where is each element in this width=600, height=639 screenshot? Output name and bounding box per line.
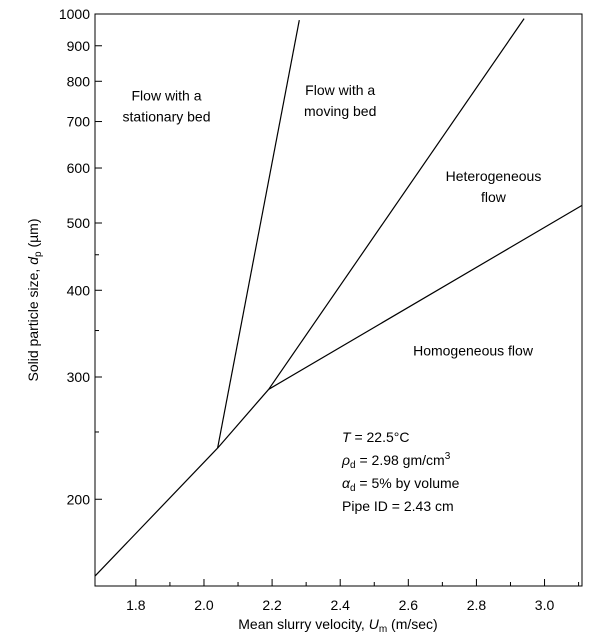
- annotation-line: T = 22.5°C: [342, 429, 409, 445]
- x-tick-label: 2.6: [399, 597, 419, 613]
- ticks: 1.8 2.0 2.2 2.4 2.6 2.8 3.0 200 300 400 500 600 700 8…: [59, 6, 580, 613]
- region-label: moving bed: [304, 103, 376, 119]
- x-tick-label: 2.0: [194, 597, 214, 613]
- region-labels: Flow with a stationary bed Flow with a movi…: [123, 82, 542, 359]
- region-label: Flow with a: [305, 82, 375, 98]
- y-tick-label: 1000: [59, 6, 90, 22]
- annotation-line: Pipe ID = 2.43 cm: [342, 498, 454, 514]
- region-label: stationary bed: [123, 109, 211, 125]
- y-tick-label: 800: [67, 73, 91, 89]
- y-tick-label: 600: [67, 160, 91, 176]
- annotation-line: ρd = 2.98 gm/cm3: [341, 451, 451, 471]
- boundary-line: [268, 204, 583, 390]
- plot-frame: [94, 13, 583, 587]
- region-label: Homogeneous flow: [413, 343, 534, 359]
- y-tick-label: 900: [67, 38, 91, 54]
- x-tick-label: 2.8: [467, 597, 487, 613]
- x-tick-label: 2.2: [262, 597, 282, 613]
- x-tick-label: 1.8: [126, 597, 146, 613]
- y-axis-title: Solid particle size, dp (µm): [25, 218, 44, 381]
- region-label: Flow with a: [132, 88, 202, 104]
- x-axis-title: Mean slurry velocity, Um (m/sec): [238, 616, 437, 635]
- x-tick-label: 2.4: [330, 597, 350, 613]
- series: [94, 18, 583, 577]
- region-label: Heterogeneous: [446, 168, 542, 184]
- boundary-line: [94, 447, 219, 577]
- y-tick-label: 700: [67, 114, 91, 130]
- boundary-line: [217, 19, 300, 449]
- x-tick-label: 3.0: [535, 597, 555, 613]
- y-tick-label: 300: [67, 369, 91, 385]
- y-tick-label: 400: [67, 282, 91, 298]
- boundary-line: [268, 18, 525, 390]
- annotation-line: αd = 5% by volume: [342, 475, 460, 494]
- conditions-annotation: T = 22.5°C ρd = 2.98 gm/cm3 αd = 5% by vol…: [341, 429, 460, 514]
- y-tick-label: 500: [67, 215, 91, 231]
- boundary-line: [217, 388, 270, 449]
- region-label: flow: [481, 189, 507, 205]
- y-tick-label: 200: [67, 491, 91, 507]
